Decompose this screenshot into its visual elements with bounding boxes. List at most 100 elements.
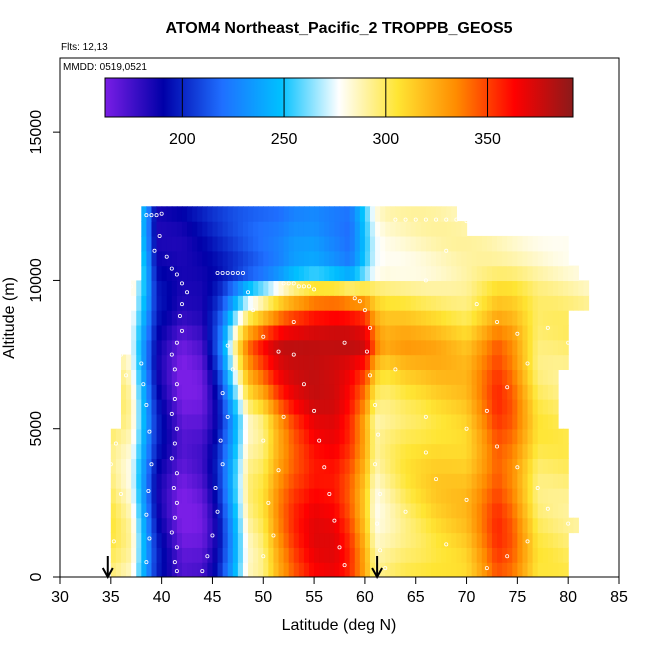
heatmap-cell <box>248 413 254 430</box>
heatmap-cell <box>136 532 142 548</box>
heatmap-cell <box>441 206 447 222</box>
heatmap-cell <box>441 473 447 489</box>
heatmap-cell <box>192 221 198 237</box>
heatmap-cell <box>192 295 198 311</box>
heatmap-cell <box>217 206 224 222</box>
heatmap-cell <box>207 532 214 548</box>
heatmap-cell <box>217 265 224 282</box>
heatmap-cell <box>425 399 432 415</box>
heatmap-cell <box>136 547 142 563</box>
heatmap-cell <box>547 547 554 563</box>
heatmap-cell <box>385 324 391 341</box>
observation-point <box>144 512 149 517</box>
heatmap-cell <box>120 413 127 430</box>
heatmap-cell <box>375 547 381 563</box>
heatmap-cell <box>166 562 173 577</box>
heatmap-cell <box>527 250 534 267</box>
heatmap-cell <box>415 221 422 237</box>
heatmap-cell <box>491 562 498 577</box>
heatmap-cell <box>166 280 173 296</box>
observation-point <box>144 560 149 565</box>
observation-point <box>376 432 381 437</box>
heatmap-cell <box>405 458 412 474</box>
observation-point <box>174 545 179 550</box>
heatmap-cell <box>385 488 391 504</box>
heatmap-cell <box>380 458 386 474</box>
heatmap-cell <box>542 443 549 459</box>
heatmap-cell <box>319 265 325 282</box>
heatmap-cell <box>410 413 417 430</box>
heatmap-cell <box>303 369 310 385</box>
observation-point <box>307 284 312 289</box>
heatmap-cell <box>481 547 488 563</box>
heatmap-cell <box>258 413 264 430</box>
heatmap-cell <box>425 265 432 282</box>
heatmap-cell <box>171 547 178 563</box>
heatmap-cell <box>537 413 544 430</box>
heatmap-cell <box>476 473 483 489</box>
heatmap-cell <box>187 502 193 519</box>
heatmap-cell <box>136 413 142 430</box>
heatmap-cell <box>420 324 427 341</box>
heatmap-cell <box>171 369 178 385</box>
heatmap-cell <box>319 235 325 252</box>
heatmap-cell <box>537 428 544 445</box>
heatmap-cell <box>497 324 503 341</box>
observation-point <box>296 284 301 289</box>
heatmap-cell <box>141 221 147 237</box>
heatmap-cell <box>339 369 346 385</box>
heatmap-cell <box>268 339 275 356</box>
heatmap-cell <box>314 458 320 474</box>
heatmap-cell <box>212 310 219 326</box>
heatmap-cell <box>532 384 539 400</box>
heatmap-cell <box>369 502 376 519</box>
heatmap-cell <box>283 280 290 296</box>
heatmap-cell <box>171 562 178 577</box>
heatmap-cell <box>405 443 412 459</box>
observation-point <box>152 248 157 253</box>
heatmap-cell <box>273 532 280 548</box>
heatmap-cell <box>502 428 508 445</box>
heatmap-cell <box>268 324 275 341</box>
heatmap-cell <box>227 221 234 237</box>
heatmap-cell <box>354 517 361 534</box>
heatmap-cell <box>517 443 524 459</box>
heatmap-cell <box>273 295 280 311</box>
heatmap-cell <box>258 206 264 222</box>
heatmap-cell <box>364 265 371 282</box>
heatmap-cell <box>161 413 168 430</box>
heatmap-cell <box>461 399 468 415</box>
heatmap-cell <box>303 532 310 548</box>
heatmap-cell <box>558 458 564 474</box>
heatmap-cell <box>339 517 346 534</box>
heatmap-cell <box>349 473 356 489</box>
heatmap-cell <box>141 384 147 400</box>
heatmap-cell <box>359 532 366 548</box>
heatmap-cell <box>425 517 432 534</box>
heatmap-cell <box>192 399 198 415</box>
heatmap-cell <box>354 206 361 222</box>
heatmap-cell <box>441 250 447 267</box>
heatmap-cell <box>491 413 498 430</box>
heatmap-cell <box>410 443 417 459</box>
heatmap-cell <box>502 562 508 577</box>
chart-title: ATOM4 Northeast_Pacific_2 TROPPB_GEOS5 <box>165 20 512 37</box>
heatmap-cell <box>263 324 269 341</box>
heatmap-cell <box>497 354 503 370</box>
heatmap-cell <box>166 369 173 385</box>
heatmap-cell <box>461 384 468 400</box>
heatmap-cell <box>486 280 493 296</box>
heatmap-cell <box>309 206 315 222</box>
heatmap-cell <box>527 339 534 356</box>
heatmap-cell <box>354 443 361 459</box>
heatmap-cell <box>278 502 285 519</box>
heatmap-cell <box>151 517 158 534</box>
heatmap-cell <box>314 280 320 296</box>
heatmap-cell <box>156 384 163 400</box>
observation-point <box>362 308 367 313</box>
observation-point <box>230 367 235 372</box>
down-arrow-icon <box>371 556 383 580</box>
heatmap-cell <box>222 221 229 237</box>
heatmap-cell <box>497 280 503 296</box>
heatmap-cell <box>441 339 447 356</box>
